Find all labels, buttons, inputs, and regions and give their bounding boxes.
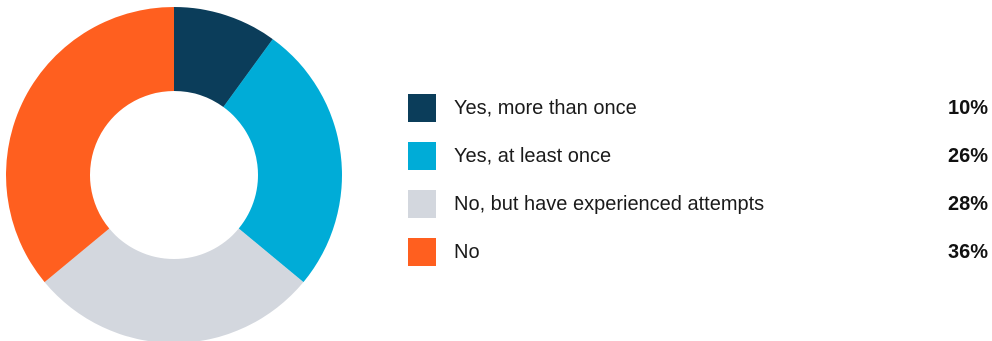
legend-swatch [408, 238, 436, 266]
legend-label: Yes, more than once [454, 97, 637, 119]
legend-item-yes-more-than-once: Yes, more than once 10% [408, 90, 988, 126]
legend-swatch [408, 94, 436, 122]
legend-value: 36% [947, 241, 988, 263]
legend-value: 28% [947, 193, 988, 215]
legend-value: 10% [947, 97, 988, 119]
donut-slice-no [6, 6, 175, 283]
legend-value: 26% [947, 145, 988, 167]
legend-label: No, but have experienced attempts [454, 193, 765, 215]
legend-item-no: No 36% [408, 234, 988, 270]
legend-item-no-but-attempts: No, but have experienced attempts 28% [408, 186, 988, 222]
legend-swatch [408, 142, 436, 170]
chart-legend: Yes, more than once 10% Yes, at least on… [408, 90, 988, 282]
donut-slice-yes-at-least-once [223, 39, 342, 283]
donut-slice-yes-more-than-once [174, 7, 273, 108]
legend-label: No [454, 241, 480, 263]
legend-swatch [408, 190, 436, 218]
legend-item-yes-at-least-once: Yes, at least once 26% [408, 138, 988, 174]
donut-chart [6, 6, 342, 341]
donut-slice-no-but-attempts [44, 228, 304, 341]
legend-label: Yes, at least once [454, 145, 612, 167]
